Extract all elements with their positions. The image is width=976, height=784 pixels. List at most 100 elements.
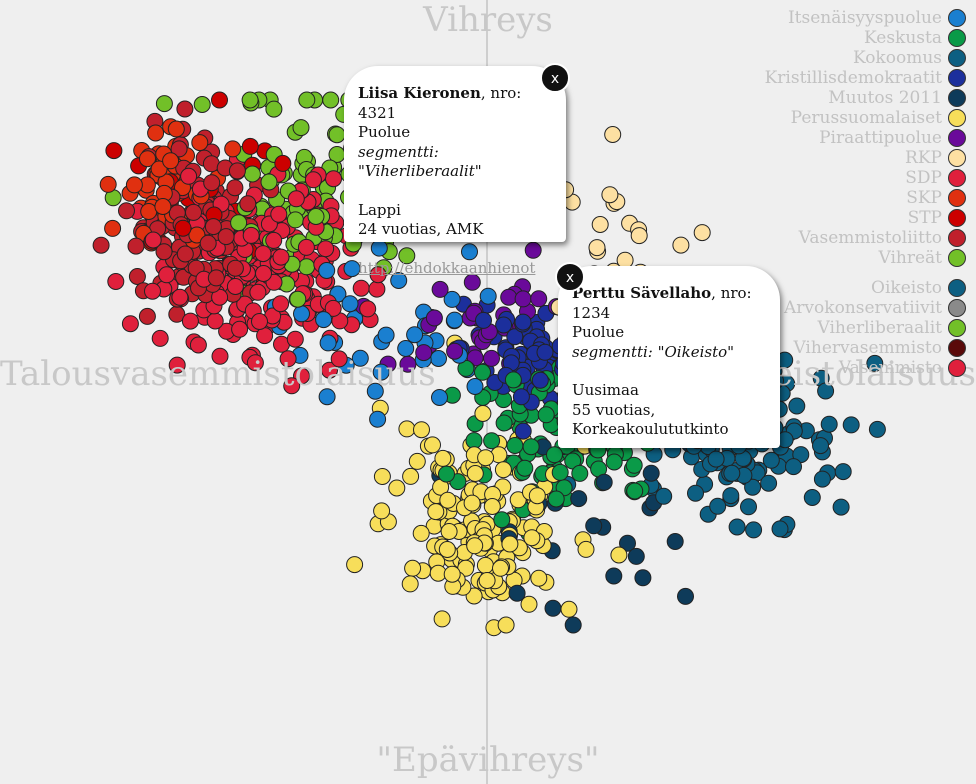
candidate-point[interactable] xyxy=(319,334,337,352)
candidate-point[interactable] xyxy=(318,262,336,279)
candidate-point[interactable] xyxy=(150,160,168,178)
candidate-point[interactable] xyxy=(443,290,461,308)
candidate-point[interactable] xyxy=(144,231,162,249)
candidate-point[interactable] xyxy=(672,236,690,254)
candidate-point[interactable] xyxy=(307,208,325,225)
candidate-point[interactable] xyxy=(181,312,199,330)
candidate-point[interactable] xyxy=(241,137,259,155)
candidate-point[interactable] xyxy=(524,241,542,259)
candidate-point[interactable] xyxy=(105,142,123,160)
candidate-point[interactable] xyxy=(785,458,802,476)
candidate-point[interactable] xyxy=(627,547,645,565)
candidate-point[interactable] xyxy=(642,464,660,482)
candidate-point[interactable] xyxy=(479,287,497,305)
candidate-point[interactable] xyxy=(812,437,829,455)
candidate-point[interactable] xyxy=(325,170,342,188)
candidate-point[interactable] xyxy=(279,350,297,368)
candidate-point[interactable] xyxy=(140,203,158,220)
candidate-point[interactable] xyxy=(461,243,478,261)
candidate-point[interactable] xyxy=(740,498,757,516)
candidate-point[interactable] xyxy=(434,449,452,467)
legend-item-oikeisto[interactable]: Oikeisto xyxy=(765,278,966,298)
candidate-point[interactable] xyxy=(226,278,244,295)
candidate-point[interactable] xyxy=(270,205,288,223)
candidate-point[interactable] xyxy=(226,259,244,277)
candidate-point[interactable] xyxy=(626,482,644,500)
candidate-point[interactable] xyxy=(241,91,259,109)
candidate-point[interactable] xyxy=(413,421,430,439)
candidate-point[interactable] xyxy=(501,535,519,553)
candidate-point[interactable] xyxy=(506,437,524,454)
candidate-point[interactable] xyxy=(373,502,391,520)
candidate-point[interactable] xyxy=(171,288,189,306)
candidate-point[interactable] xyxy=(570,490,588,508)
candidate-point[interactable] xyxy=(493,511,511,529)
candidate-point[interactable] xyxy=(440,523,458,540)
candidate-point[interactable] xyxy=(341,295,359,313)
candidate-point[interactable] xyxy=(155,243,173,261)
legend-item-piraattipuolue[interactable]: Piraattipuolue xyxy=(765,128,966,148)
candidate-point[interactable] xyxy=(438,541,456,558)
candidate-point[interactable] xyxy=(170,140,188,158)
candidate-point[interactable] xyxy=(820,415,838,433)
candidate-point[interactable] xyxy=(537,406,555,424)
candidate-link[interactable]: http://ehdokkaanhienot xyxy=(358,258,536,277)
candidate-point[interactable] xyxy=(265,100,283,118)
candidate-point[interactable] xyxy=(286,330,304,348)
candidate-point[interactable] xyxy=(438,465,455,483)
candidate-point[interactable] xyxy=(500,288,518,306)
candidate-point[interactable] xyxy=(531,371,549,389)
candidate-point[interactable] xyxy=(366,382,384,400)
candidate-point[interactable] xyxy=(466,378,484,395)
candidate-point[interactable] xyxy=(408,452,426,470)
candidate-point[interactable] xyxy=(577,540,595,558)
candidate-point[interactable] xyxy=(293,305,310,323)
legend-item-vasemmisto[interactable]: Vasemmisto xyxy=(765,358,966,378)
candidate-point[interactable] xyxy=(144,282,161,300)
candidate-point[interactable] xyxy=(168,356,186,374)
candidate-point[interactable] xyxy=(528,487,546,505)
candidate-point[interactable] xyxy=(605,453,623,471)
candidate-point[interactable] xyxy=(425,309,443,327)
candidate-point[interactable] xyxy=(475,311,492,329)
candidate-point[interactable] xyxy=(401,575,419,593)
candidate-point[interactable] xyxy=(745,521,763,539)
candidate-point[interactable] xyxy=(121,315,139,333)
candidate-point[interactable] xyxy=(228,162,246,180)
candidate-point[interactable] xyxy=(343,260,361,278)
candidate-point[interactable] xyxy=(514,290,532,308)
candidate-point[interactable] xyxy=(155,95,173,113)
candidate-point[interactable] xyxy=(474,405,492,422)
candidate-point[interactable] xyxy=(373,468,391,485)
candidate-point[interactable] xyxy=(158,266,176,284)
candidate-point[interactable] xyxy=(466,537,484,555)
candidate-point[interactable] xyxy=(497,616,515,634)
legend-item-vihreät[interactable]: Vihreät xyxy=(765,248,966,268)
candidate-point[interactable] xyxy=(571,464,589,482)
candidate-point[interactable] xyxy=(514,422,532,440)
legend-item-viherliberaalit[interactable]: Viherliberaalit xyxy=(765,318,966,338)
candidate-point[interactable] xyxy=(224,140,242,158)
candidate-point[interactable] xyxy=(516,459,534,477)
candidate-point[interactable] xyxy=(217,228,235,246)
candidate-point[interactable] xyxy=(709,497,727,515)
candidate-point[interactable] xyxy=(260,173,278,191)
candidate-point[interactable] xyxy=(595,473,613,491)
legend-item-vihervasemmisto[interactable]: Vihervasemmisto xyxy=(765,338,966,358)
legend-item-itsenäisyyspuolue[interactable]: Itsenäisyyspuolue xyxy=(765,8,966,28)
candidate-point[interactable] xyxy=(546,446,563,464)
candidate-point[interactable] xyxy=(176,100,194,118)
candidate-point[interactable] xyxy=(495,316,513,334)
legend-item-keskusta[interactable]: Keskusta xyxy=(765,28,966,48)
candidate-point[interactable] xyxy=(530,569,548,587)
candidate-point[interactable] xyxy=(404,559,422,577)
candidate-point[interactable] xyxy=(125,176,143,194)
candidate-point[interactable] xyxy=(446,342,464,360)
candidate-point[interactable] xyxy=(211,91,228,109)
candidate-point[interactable] xyxy=(298,91,316,109)
candidate-point[interactable] xyxy=(398,420,416,438)
candidate-point[interactable] xyxy=(368,280,386,298)
close-icon[interactable]: x xyxy=(540,63,570,93)
candidate-point[interactable] xyxy=(189,336,207,354)
candidate-point[interactable] xyxy=(147,124,165,142)
